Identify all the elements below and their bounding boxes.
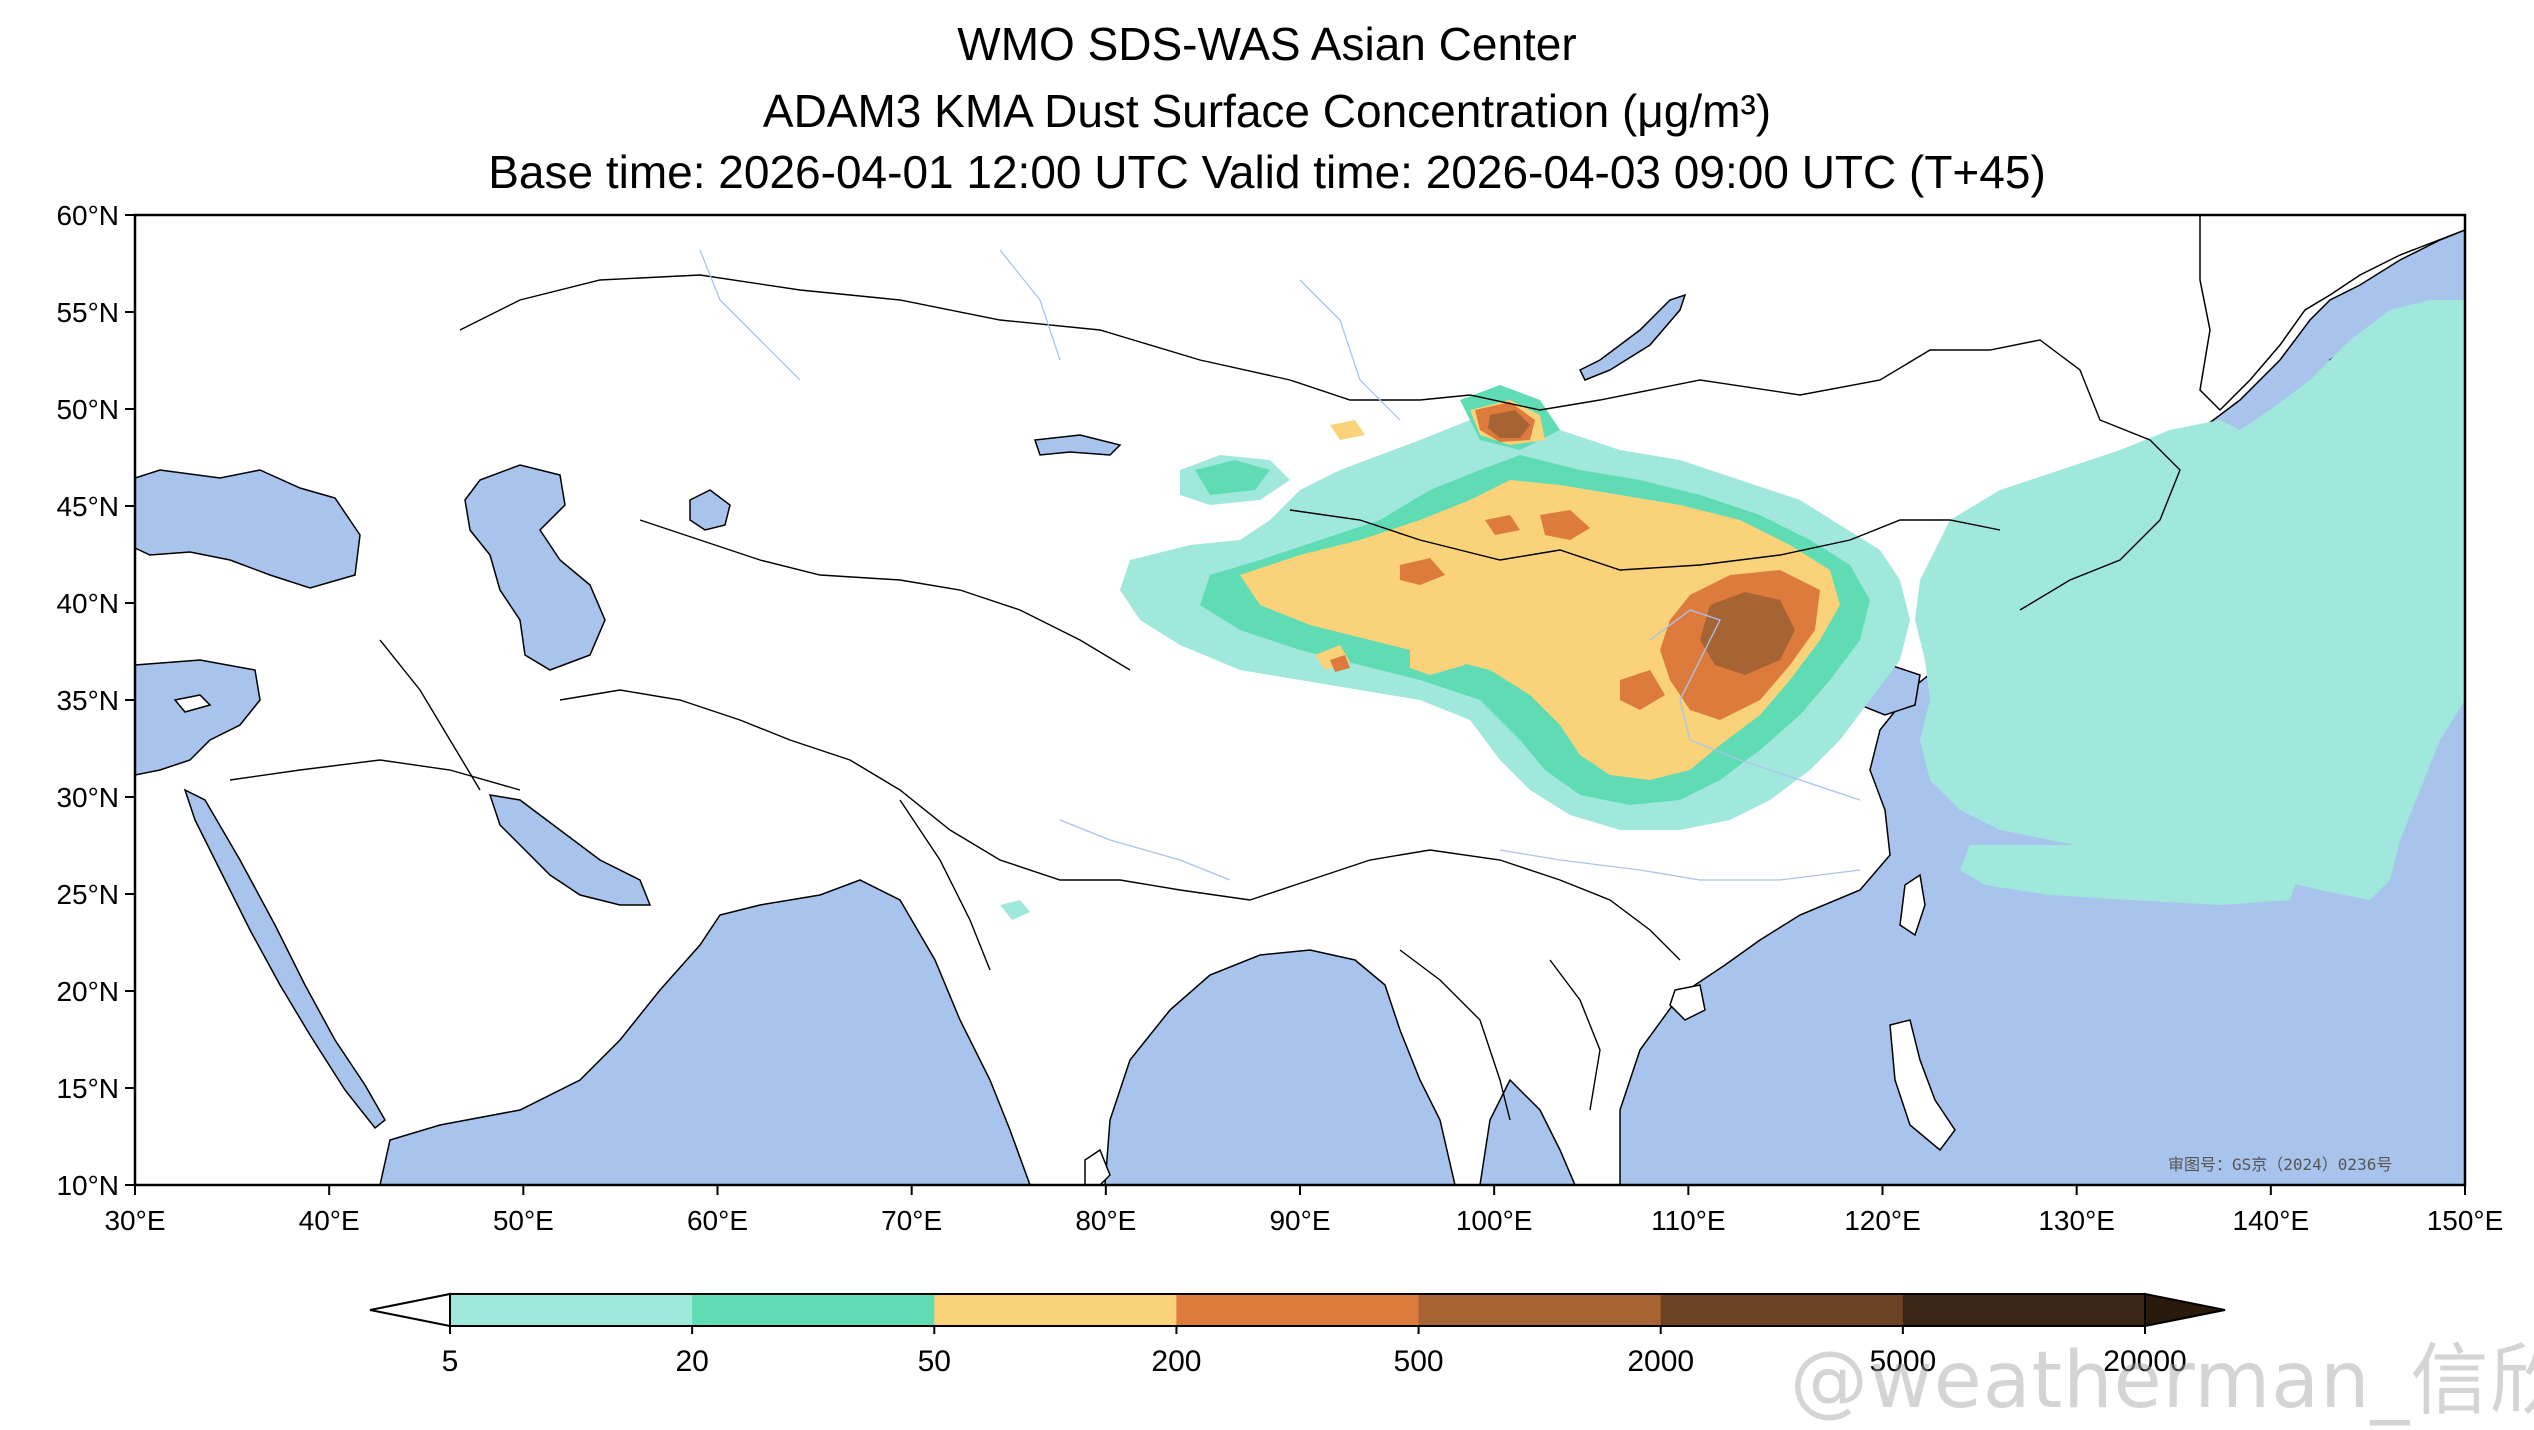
- colorbar-level-label: 5000: [1869, 1345, 1936, 1378]
- lon-tick-label: 150°E: [2427, 1205, 2504, 1236]
- colorbar-bin: [1902, 1294, 2146, 1326]
- map-approval-number: 审图号：GS京（2024）0236号: [2168, 1155, 2392, 1174]
- dust-level-500: [1488, 410, 1795, 675]
- title-line-3: Base time: 2026-04-01 12:00 UTC Valid ti…: [488, 146, 2046, 198]
- luzon: [1889, 1019, 1956, 1152]
- hainan: [1669, 984, 1706, 1021]
- black-sea: [135, 469, 361, 589]
- colorbar-level-label: 5: [442, 1345, 459, 1378]
- lon-tick-label: 40°E: [299, 1205, 360, 1236]
- lat-tick-label: 30°N: [56, 782, 119, 813]
- longitude-axis: 30°E 40°E 50°E 60°E 70°E 80°E 90°E 100°E 110°E 12…: [104, 1185, 2503, 1236]
- lat-tick-label: 25°N: [56, 879, 119, 910]
- persian-gulf: [488, 794, 652, 906]
- colorbar-level-label: 2000: [1627, 1345, 1694, 1378]
- colorbar-bin: [1418, 1294, 1662, 1326]
- andaman-sea: [1479, 1078, 1576, 1185]
- colorbar-frame: [449, 1293, 2146, 1327]
- map-area: [135, 215, 2465, 1185]
- title-line-1: WMO SDS-WAS Asian Center: [957, 18, 1577, 70]
- taiwan: [1899, 873, 1926, 937]
- lat-tick-label: 20°N: [56, 976, 119, 1007]
- colorbar-extend-low: [369, 1292, 451, 1328]
- lat-tick-label: 50°N: [56, 394, 119, 425]
- colorbar-level-label: 500: [1394, 1345, 1444, 1378]
- caspian-sea: [464, 464, 606, 671]
- mediterranean-sea: [135, 659, 261, 776]
- colorbar-bin: [1176, 1294, 1420, 1326]
- borders: [229, 274, 2181, 1121]
- arabian-sea: [379, 879, 1031, 1185]
- lake-balkhash: [1033, 434, 1122, 456]
- sri-lanka: [1084, 1148, 1111, 1185]
- lon-tick-label: 90°E: [1269, 1205, 1330, 1236]
- lon-tick-label: 100°E: [1456, 1205, 1533, 1236]
- lon-tick-label: 140°E: [2233, 1205, 2310, 1236]
- colorbar-level-label: 200: [1151, 1345, 1201, 1378]
- lon-tick-label: 30°E: [104, 1205, 165, 1236]
- colorbar-level-label: 20000: [2103, 1345, 2186, 1378]
- red-sea: [183, 788, 386, 1130]
- colorbar-bin: [934, 1294, 1177, 1326]
- lat-tick-label: 45°N: [56, 491, 119, 522]
- lon-tick-label: 120°E: [1844, 1205, 1921, 1236]
- colorbar: 5 20 50 200 500 2000 5000 20000: [369, 1292, 2226, 1378]
- colorbar-bin: [1660, 1294, 1904, 1326]
- latitude-axis: 60°N 55°N 50°N 45°N 40°N 35°N 30°N 25°N 20°N 15°N…: [56, 200, 135, 1201]
- rivers: [699, 249, 1861, 881]
- bay-of-bengal: [1104, 949, 1456, 1185]
- russia-far-east: [2199, 215, 2465, 412]
- dust-contours: [1000, 300, 2465, 920]
- watermark: @weatherman_信欣: [1790, 1336, 2534, 1426]
- dust-level-5-east: [1915, 300, 2465, 900]
- aral-sea: [689, 489, 731, 531]
- colorbar-bin: [692, 1294, 935, 1326]
- lon-tick-label: 110°E: [1651, 1205, 1726, 1236]
- colorbar-level-label: 20: [675, 1345, 708, 1378]
- colorbar-level-label: 50: [918, 1345, 951, 1378]
- lon-tick-label: 80°E: [1075, 1205, 1136, 1236]
- lat-tick-label: 10°N: [56, 1170, 119, 1201]
- lon-tick-label: 60°E: [687, 1205, 748, 1236]
- colorbar-bin: [450, 1294, 693, 1326]
- lat-tick-label: 60°N: [56, 200, 119, 231]
- lat-tick-label: 55°N: [56, 297, 119, 328]
- lon-tick-label: 130°E: [2038, 1205, 2115, 1236]
- lake-baikal: [1578, 293, 1687, 381]
- lon-tick-label: 50°E: [493, 1205, 554, 1236]
- title-line-2: ADAM3 KMA Dust Surface Concentration (μg…: [762, 85, 1772, 137]
- lon-tick-label: 70°E: [881, 1205, 942, 1236]
- lat-tick-label: 35°N: [56, 685, 119, 716]
- lat-tick-label: 40°N: [56, 588, 119, 619]
- cyprus: [173, 694, 212, 713]
- lat-tick-label: 15°N: [56, 1073, 119, 1104]
